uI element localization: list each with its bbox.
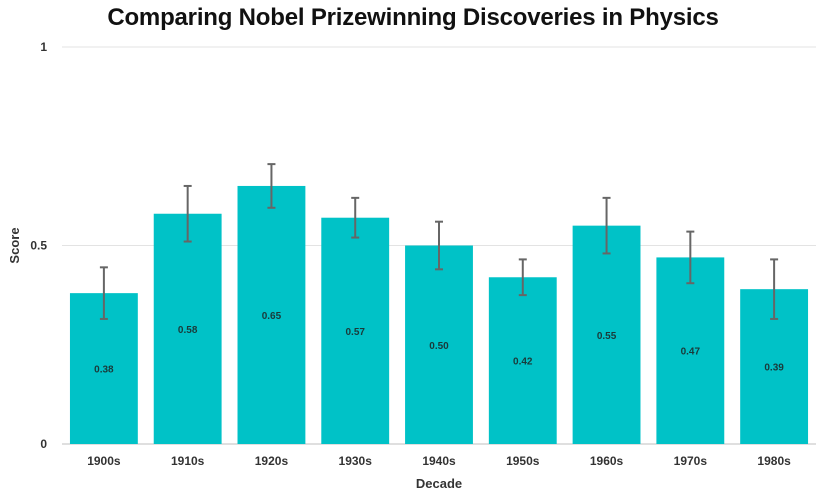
axes: 0 0.5 1 1900s 1910s 1920s 1930s 1940s 1950s 1960s…	[7, 40, 791, 491]
data-label: 0.38	[94, 365, 114, 376]
x-tick-label: 1920s	[255, 454, 289, 468]
bar	[572, 225, 641, 444]
y-axis-label: Score	[7, 227, 22, 263]
error-bars	[99, 163, 779, 320]
bar	[153, 213, 222, 444]
data-label: 0.47	[681, 347, 701, 358]
x-tick-label: 1970s	[674, 454, 708, 468]
y-tick-label: 0	[40, 437, 47, 451]
bar	[321, 217, 390, 444]
data-label: 0.57	[345, 327, 365, 338]
x-tick-label: 1980s	[757, 454, 791, 468]
data-label: 0.50	[429, 341, 449, 352]
x-axis-label: Decade	[416, 476, 462, 491]
bar	[488, 277, 557, 444]
bar	[237, 185, 306, 444]
data-label: 0.39	[764, 363, 784, 374]
data-labels: 0.38 0.58 0.65 0.57 0.50 0.42 0.55 0.47 0.39	[94, 311, 784, 376]
x-tick-label: 1940s	[422, 454, 456, 468]
bar	[656, 257, 725, 444]
x-tick-label: 1910s	[171, 454, 205, 468]
chart-title: Comparing Nobel Prizewinning Discoveries…	[107, 4, 719, 31]
data-label: 0.65	[262, 311, 282, 322]
y-tick-label: 1	[40, 40, 47, 54]
bars	[69, 185, 809, 444]
data-label: 0.58	[178, 325, 198, 336]
data-label: 0.55	[597, 331, 617, 342]
y-tick-label: 0.5	[30, 239, 47, 253]
x-tick-label: 1950s	[506, 454, 540, 468]
bar	[405, 245, 473, 444]
x-tick-label: 1960s	[590, 454, 624, 468]
data-label: 0.42	[513, 357, 533, 368]
x-tick-label: 1900s	[87, 454, 121, 468]
x-tick-label: 1930s	[339, 454, 373, 468]
